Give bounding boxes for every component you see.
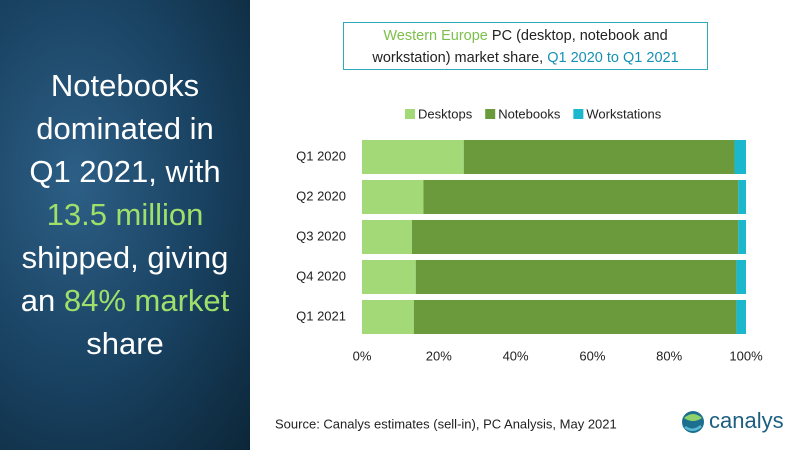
bar-segment bbox=[736, 260, 746, 294]
bar-segment bbox=[736, 300, 746, 334]
x-tick-label: 100% bbox=[729, 348, 763, 363]
headline-highlight: 84% market bbox=[63, 283, 230, 318]
headline-panel: Notebooks dominated in Q1 2021, with 13.… bbox=[0, 0, 250, 450]
logo-icon bbox=[682, 411, 704, 433]
title-part: Q1 2020 to Q1 2021 bbox=[547, 50, 679, 66]
y-tick-label: Q1 2020 bbox=[296, 148, 346, 163]
legend-label: Notebooks bbox=[498, 106, 561, 121]
y-tick-label: Q2 2020 bbox=[296, 188, 346, 203]
title-part: Western Europe bbox=[383, 28, 488, 44]
legend-swatch bbox=[485, 109, 496, 119]
legend-label: Desktops bbox=[418, 106, 473, 121]
logo-text: canalys bbox=[709, 408, 784, 433]
legend-swatch bbox=[573, 109, 584, 119]
title-part: PC (desktop, notebook and workstation) m… bbox=[372, 28, 672, 66]
headline-text: shipped, giving bbox=[21, 240, 229, 275]
bar-segment bbox=[362, 180, 424, 214]
bar-segment bbox=[362, 220, 412, 254]
headline-text: share bbox=[86, 326, 164, 361]
headline-text: Notebooks bbox=[50, 68, 200, 103]
bar-segment bbox=[738, 220, 746, 254]
bar-segment bbox=[738, 180, 746, 214]
bar-segment bbox=[411, 220, 739, 254]
bar-segment bbox=[415, 260, 737, 294]
y-tick-label: Q1 2021 bbox=[296, 308, 346, 323]
bar-segment bbox=[423, 180, 739, 214]
chart-title: Western Europe PC (desktop, notebook and… bbox=[343, 22, 708, 70]
bar-segment bbox=[413, 300, 737, 334]
bar-segment bbox=[463, 140, 735, 174]
bar-segment bbox=[362, 140, 464, 174]
legend-swatch bbox=[405, 109, 415, 119]
x-tick-label: 40% bbox=[503, 348, 529, 363]
headline: Notebooks dominated in Q1 2021, with 13.… bbox=[0, 64, 250, 365]
bar-segment bbox=[362, 260, 416, 294]
bar-segment bbox=[734, 140, 746, 174]
bar-segment bbox=[362, 300, 414, 334]
x-tick-label: 80% bbox=[656, 348, 682, 363]
source-note: Source: Canalys estimates (sell-in), PC … bbox=[275, 416, 617, 431]
headline-text: Q1 2021, with bbox=[29, 154, 221, 189]
x-tick-label: 0% bbox=[353, 348, 372, 363]
y-tick-label: Q4 2020 bbox=[296, 268, 346, 283]
headline-text: an bbox=[20, 283, 64, 318]
legend-label: Workstations bbox=[586, 106, 661, 121]
x-tick-label: 20% bbox=[426, 348, 452, 363]
headline-text: dominated in bbox=[36, 111, 214, 146]
x-tick-label: 60% bbox=[579, 348, 605, 363]
y-tick-label: Q3 2020 bbox=[296, 228, 346, 243]
headline-highlight: 13.5 million bbox=[46, 197, 204, 232]
